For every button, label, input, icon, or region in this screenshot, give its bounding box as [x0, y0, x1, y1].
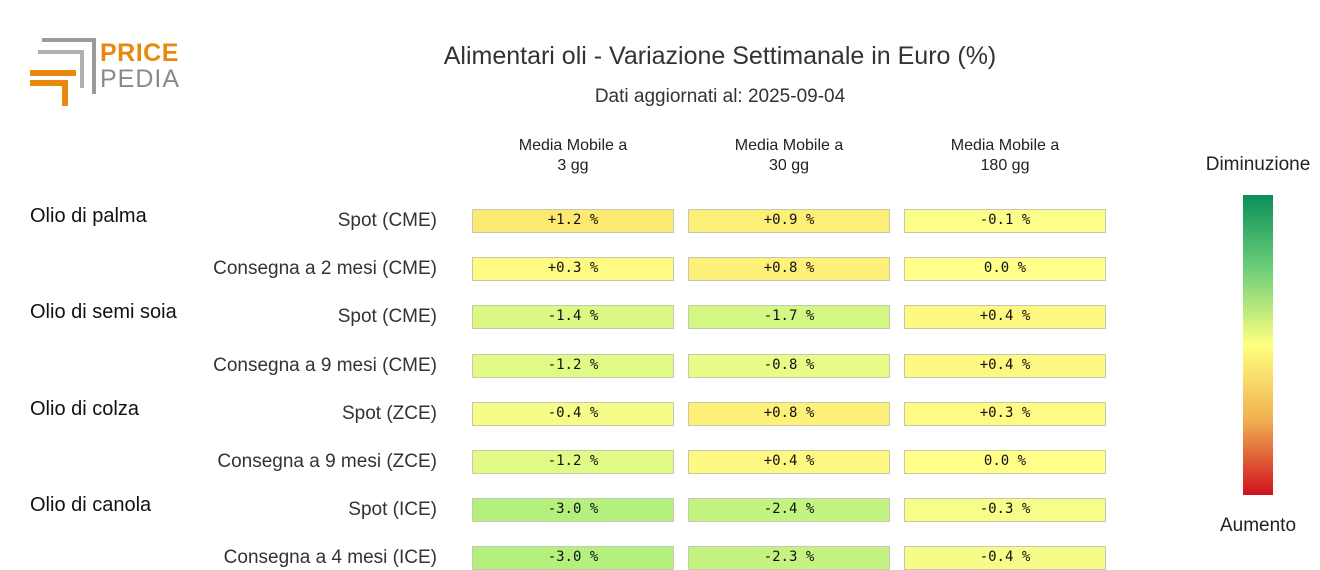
heatmap-cell: -2.3 % [688, 546, 890, 570]
heatmap-cell: +0.4 % [688, 450, 890, 474]
heatmap-cell: +0.4 % [904, 353, 1106, 378]
heatmap-cell: -0.3 % [904, 498, 1106, 523]
pricepedia-logo: PRICE PEDIA [28, 36, 188, 110]
chart-subtitle: Dati aggiornati al: 2025-09-04 [594, 86, 846, 107]
heatmap-cell: +1.2 % [472, 209, 674, 233]
heatmap-cell: -0.1 % [904, 209, 1106, 233]
row-label: Consegna a 4 mesi (ICE) [223, 547, 437, 569]
row-label: Consegna a 9 mesi (ZCE) [217, 451, 437, 472]
heatmap-cell: -1.2 % [472, 450, 674, 474]
chart-title: Alimentari oli - Variazione Settimanale … [443, 42, 997, 70]
heatmap-cell: 0.0 % [904, 257, 1106, 282]
heatmap-cell: -1.4 % [472, 305, 674, 330]
group-label: Olio di colza [30, 397, 139, 420]
heatmap-cell: -3.0 % [472, 498, 674, 523]
heatmap-cell: -3.0 % [472, 546, 674, 570]
heatmap-cell: +0.9 % [688, 209, 890, 233]
row-label: Spot (ZCE) [341, 402, 437, 424]
heatmap-cell: +0.8 % [688, 257, 890, 282]
heatmap-cell: -0.8 % [688, 353, 890, 378]
column-header: Media Mobile a 180 gg [950, 137, 1060, 174]
heatmap-cell: -0.4 % [904, 546, 1106, 570]
legend-color-scale [1243, 195, 1273, 495]
row-label: Spot (ICE) [348, 499, 437, 521]
group-label: Olio di canola [30, 494, 152, 517]
column-header: Media Mobile a 30 gg [734, 137, 844, 174]
group-label: Olio di semi soia [30, 301, 177, 324]
row-label: Consegna a 2 mesi (CME) [213, 258, 437, 280]
heatmap-cell: -1.2 % [472, 353, 674, 378]
logo-mark-icon [30, 38, 96, 106]
heatmap-cell: -0.4 % [472, 401, 674, 426]
heatmap-cell: +0.3 % [472, 257, 674, 282]
group-label: Olio di palma [30, 205, 147, 227]
logo-text-price: PRICE [100, 39, 179, 67]
row-label: Spot (CME) [337, 210, 437, 231]
heatmap-cell: +0.4 % [904, 305, 1106, 330]
legend-bottom-label: Aumento [1219, 515, 1297, 536]
heatmap-cell: 0.0 % [904, 450, 1106, 474]
heatmap-cell: -1.7 % [688, 305, 890, 330]
legend-top-label: Diminuzione [1205, 154, 1311, 175]
heatmap-cell: -2.4 % [688, 498, 890, 523]
logo-text-pedia: PEDIA [100, 65, 181, 93]
heatmap-cell: +0.3 % [904, 401, 1106, 426]
row-label: Spot (CME) [337, 306, 437, 328]
row-label: Consegna a 9 mesi (CME) [213, 354, 437, 376]
heatmap-cell: +0.8 % [688, 401, 890, 426]
